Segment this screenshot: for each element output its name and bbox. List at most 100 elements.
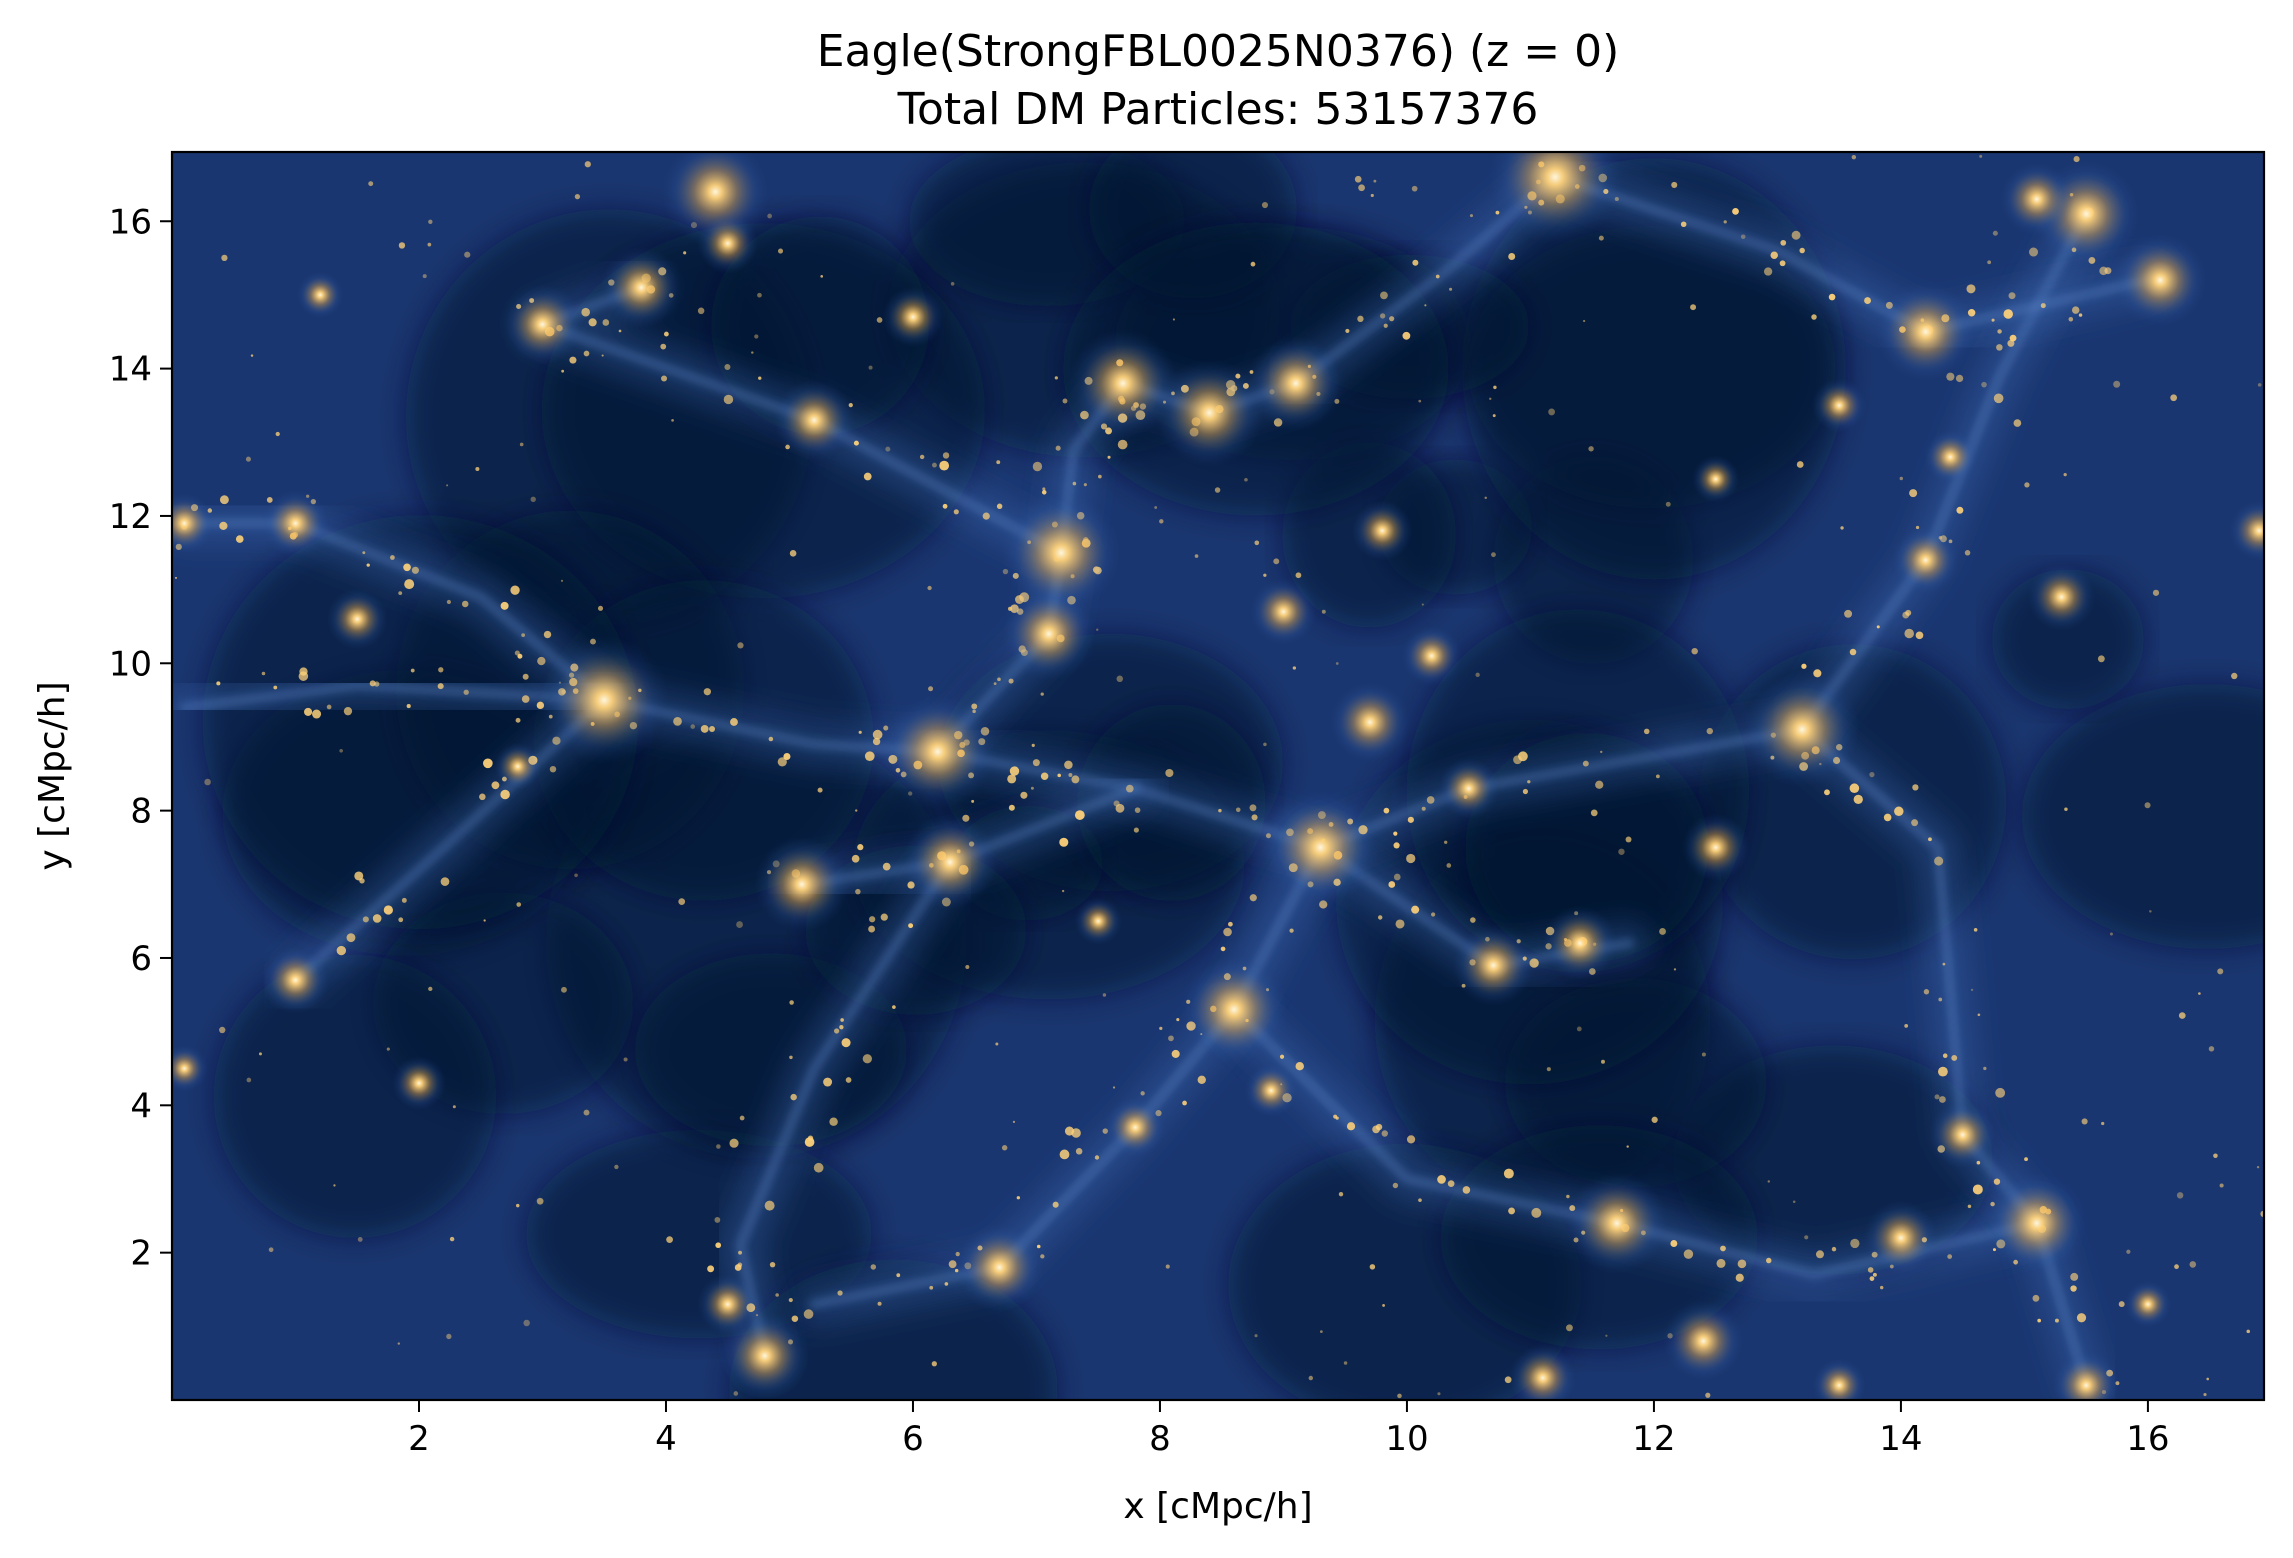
subhalo-dot (1295, 1061, 1304, 1071)
subhalo-dot (864, 751, 875, 762)
subhalo-dot (919, 454, 925, 460)
subhalo-dot (1218, 808, 1222, 813)
subhalo-dot (2024, 1157, 2028, 1162)
subhalo-dot (1513, 755, 1522, 765)
subhalo-dot (971, 799, 975, 803)
subhalo-dot (868, 925, 876, 933)
halo (1812, 378, 1867, 433)
subhalo-dot (1934, 1094, 1940, 1100)
subhalo-dot (601, 354, 604, 357)
subhalo-dot (1576, 1026, 1582, 1032)
subhalo-dot (1869, 772, 1875, 778)
subhalo-dot (516, 902, 522, 907)
subhalo-dot (1125, 784, 1134, 793)
subhalo-dot (536, 1197, 544, 1205)
subhalo-dot (1923, 989, 1930, 995)
subhalo-dot (1358, 184, 1365, 192)
x-tick-label: 14 (1879, 1419, 1922, 1459)
subhalo-dot (483, 919, 486, 922)
halo (261, 489, 330, 558)
subhalo-dot (1393, 842, 1400, 849)
subhalo-dot (1993, 1178, 2001, 1185)
subhalo-dot (2217, 968, 2224, 975)
subhalo-dot (1683, 1249, 1694, 1259)
subhalo-dot (2024, 482, 2030, 488)
subhalo-dot (386, 1047, 390, 1051)
subhalo-dot (1992, 230, 1998, 236)
subhalo-dot (543, 630, 552, 639)
subhalo-dot (892, 1005, 896, 1009)
subhalo-dot (1981, 381, 1987, 388)
subhalo-dot (2064, 807, 2068, 811)
subhalo-dot (1001, 1145, 1008, 1151)
subhalo-dot (1008, 678, 1014, 684)
chart-title: Eagle(StrongFBL0025N0376) (z = 0) Total … (817, 26, 1619, 135)
subhalo-dot (1966, 284, 1976, 294)
subhalo-dot (769, 1261, 776, 1268)
subhalo-dot (397, 1342, 401, 1345)
subhalo-dot (510, 585, 520, 595)
subhalo-dot (1407, 816, 1414, 823)
halo (1812, 1358, 1867, 1400)
subhalo-dot (398, 917, 404, 923)
subhalo-dot (2101, 1121, 2105, 1126)
subhalo-dot (1493, 385, 1497, 390)
subhalo-dot (1735, 1273, 1744, 1282)
subhalo-dot (1194, 554, 1199, 558)
subhalo-dot (326, 704, 332, 710)
subhalo-dot (1426, 796, 1435, 804)
subhalo-dot (965, 965, 970, 970)
subhalo-dot (982, 512, 990, 520)
subhalo-dot (446, 599, 451, 605)
subhalo-dot (574, 193, 581, 200)
halo (1874, 280, 1977, 383)
subhalo-dot (1072, 481, 1077, 486)
halo (2027, 563, 2096, 631)
y-tick-label: 14 (109, 350, 152, 390)
halo (902, 814, 998, 910)
halo (1891, 526, 1960, 595)
subhalo-dot (1508, 1207, 1516, 1215)
halos-layer (172, 152, 2264, 1400)
subhalo-dot (1117, 439, 1128, 450)
subhalo-dot (1064, 760, 1073, 770)
halo (539, 635, 669, 765)
subhalo-dot (1828, 293, 1836, 301)
subhalo-dot (950, 282, 955, 286)
plot-frame (170, 150, 2266, 1402)
halo (1863, 1200, 1939, 1276)
subhalo-dot (2203, 1392, 2207, 1397)
subhalo-dot (1098, 474, 1102, 479)
subhalo-dot (870, 1264, 877, 1270)
subhalo-dot (446, 484, 449, 487)
subhalo-dot (500, 601, 509, 610)
subhalo-dot (932, 462, 937, 468)
subhalo-dot (1939, 1096, 1946, 1103)
subhalo-dot (1947, 1254, 1953, 1259)
halo (172, 492, 215, 554)
subhalo-dot (853, 440, 859, 446)
subhalo-dot (1244, 477, 1248, 482)
halo (2124, 1280, 2172, 1328)
y-axis-ticks: 2 4 6 8 10 12 14 16 (109, 202, 172, 1274)
subhalo-dot (1996, 344, 2003, 351)
y-tick-label: 12 (109, 497, 152, 537)
subhalo-dot (1937, 1066, 1948, 1077)
subhalo-dot (2013, 419, 2022, 427)
x-tick-label: 2 (408, 1419, 430, 1459)
subhalo-dot (560, 579, 564, 582)
y-tick-label: 4 (130, 1086, 152, 1126)
subhalo-dot (1938, 997, 1943, 1002)
subhalo-dot (1915, 631, 1924, 640)
subhalo-dot (275, 431, 280, 437)
halo (1249, 577, 1318, 646)
subhalo-dot (530, 496, 536, 503)
subhalo-dot (1102, 993, 1107, 997)
subhalo-dot (333, 1184, 336, 1187)
subhalo-dot (855, 809, 858, 812)
subhalo-dot (663, 331, 669, 337)
subhalo-dot (1470, 917, 1476, 923)
subhalo-dot (2246, 1329, 2251, 1334)
subhalo-dot (789, 1000, 794, 1005)
subhalo-dot (757, 292, 762, 298)
